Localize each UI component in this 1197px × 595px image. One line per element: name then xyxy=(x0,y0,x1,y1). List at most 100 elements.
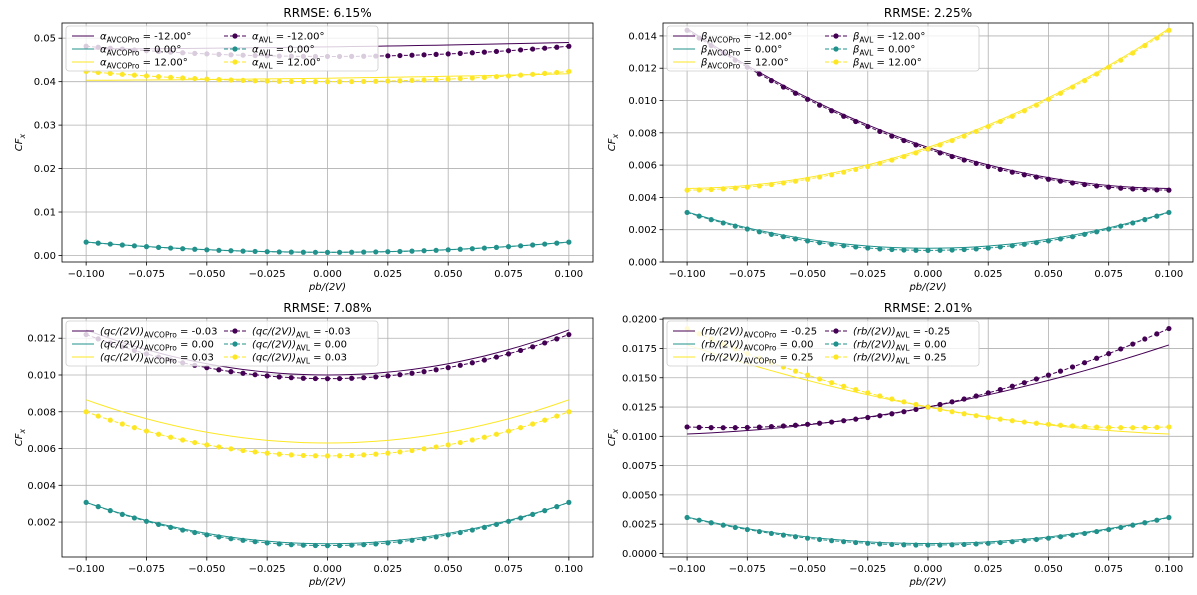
data-point xyxy=(385,53,391,59)
data-point xyxy=(1094,528,1100,535)
data-point xyxy=(288,452,294,458)
legend-label: βAVL = -12.00° xyxy=(852,32,925,45)
data-point xyxy=(493,431,500,437)
data-point xyxy=(816,240,823,246)
data-point xyxy=(119,511,125,517)
data-point xyxy=(804,96,811,102)
data-point xyxy=(985,540,991,546)
data-point xyxy=(841,243,847,249)
legend: (qc/(2V))AVCOPro = -0.03(qc/(2V))AVCOPro… xyxy=(65,320,379,367)
y-tick-label: 0.006 xyxy=(628,161,657,172)
data-point xyxy=(1069,423,1076,429)
data-point xyxy=(792,368,799,374)
data-point xyxy=(542,417,548,423)
data-point xyxy=(119,421,125,427)
data-point xyxy=(1081,181,1088,188)
data-point xyxy=(566,239,572,245)
legend-marker xyxy=(833,59,839,65)
data-point xyxy=(542,241,548,247)
data-point xyxy=(324,376,331,382)
data-point xyxy=(566,409,572,415)
data-point xyxy=(1045,96,1052,102)
data-point xyxy=(433,247,439,253)
data-point xyxy=(252,78,258,84)
x-tick-label: −0.050 xyxy=(789,269,826,280)
data-point xyxy=(566,68,572,75)
x-tick-label: −0.075 xyxy=(729,269,766,280)
data-point xyxy=(865,414,871,421)
legend-label: αAVCOPro = 12.00° xyxy=(100,58,188,71)
y-axis-label: CFx xyxy=(14,429,27,447)
data-point xyxy=(240,248,246,254)
data-point xyxy=(780,180,787,186)
data-point xyxy=(1069,84,1076,90)
data-point xyxy=(131,72,138,78)
data-point xyxy=(107,241,113,247)
legend-item: αAVL = 0.00° xyxy=(224,45,315,58)
data-point xyxy=(530,344,536,350)
data-point xyxy=(1081,360,1088,366)
data-point xyxy=(505,351,512,357)
data-point xyxy=(841,539,847,545)
data-point xyxy=(1081,231,1088,237)
data-point xyxy=(421,536,427,542)
data-point xyxy=(1009,113,1015,119)
data-point xyxy=(264,450,270,456)
legend-item: (qc/(2V))AVL = -0.03 xyxy=(224,327,351,340)
data-point xyxy=(684,187,690,193)
legend-label: αAVL = -12.00° xyxy=(252,32,325,45)
x-tick-label: 0.050 xyxy=(1034,269,1063,280)
y-tick-label: 0.0150 xyxy=(622,373,657,384)
data-point xyxy=(889,157,895,163)
data-point xyxy=(192,439,198,446)
data-point xyxy=(1033,174,1040,180)
data-point xyxy=(732,185,738,191)
data-point xyxy=(684,424,690,430)
data-point xyxy=(228,77,234,83)
data-point xyxy=(264,373,270,379)
data-point xyxy=(1094,424,1100,430)
x-tick-label: −0.025 xyxy=(249,269,286,280)
data-point xyxy=(554,413,560,419)
legend-marker xyxy=(232,354,238,360)
data-point xyxy=(300,375,306,381)
subplot-top-right: −0.100 −0.075 −0.050 −0.025 0.000 0.025 0.050 0… xyxy=(607,6,1194,293)
grid xyxy=(663,318,1193,557)
legend-label: βAVCOPro = 12.00° xyxy=(700,58,789,71)
data-point xyxy=(756,229,762,235)
data-point xyxy=(288,542,294,548)
legend-box xyxy=(65,320,379,367)
data-point xyxy=(1130,50,1136,56)
data-point xyxy=(493,521,500,528)
data-point xyxy=(744,226,750,232)
data-point xyxy=(708,186,714,193)
data-point xyxy=(780,234,787,240)
data-point xyxy=(276,541,282,547)
data-point xyxy=(792,90,799,96)
data-point xyxy=(901,247,907,253)
x-tick-label: 0.000 xyxy=(914,269,943,280)
data-point xyxy=(180,527,186,533)
data-point xyxy=(252,449,258,455)
data-point xyxy=(240,537,246,543)
data-point xyxy=(985,390,991,396)
data-point xyxy=(1045,372,1052,378)
data-point xyxy=(780,532,787,538)
y-tick-label: 0.0175 xyxy=(622,344,657,355)
x-tick-label: 0.100 xyxy=(555,269,584,280)
data-point xyxy=(517,425,524,431)
data-point xyxy=(1154,35,1160,41)
data-point xyxy=(1057,422,1064,428)
data-point xyxy=(696,424,702,430)
data-point xyxy=(985,245,991,251)
data-point xyxy=(505,244,512,250)
data-point xyxy=(1106,526,1112,533)
data-point xyxy=(973,413,979,419)
data-point xyxy=(901,542,907,548)
x-tick-label: −0.075 xyxy=(128,269,165,280)
data-point xyxy=(385,373,391,379)
data-point xyxy=(481,49,487,55)
chart-title: RRMSE: 2.25% xyxy=(884,6,972,20)
data-point xyxy=(973,541,979,547)
data-point xyxy=(889,246,895,253)
